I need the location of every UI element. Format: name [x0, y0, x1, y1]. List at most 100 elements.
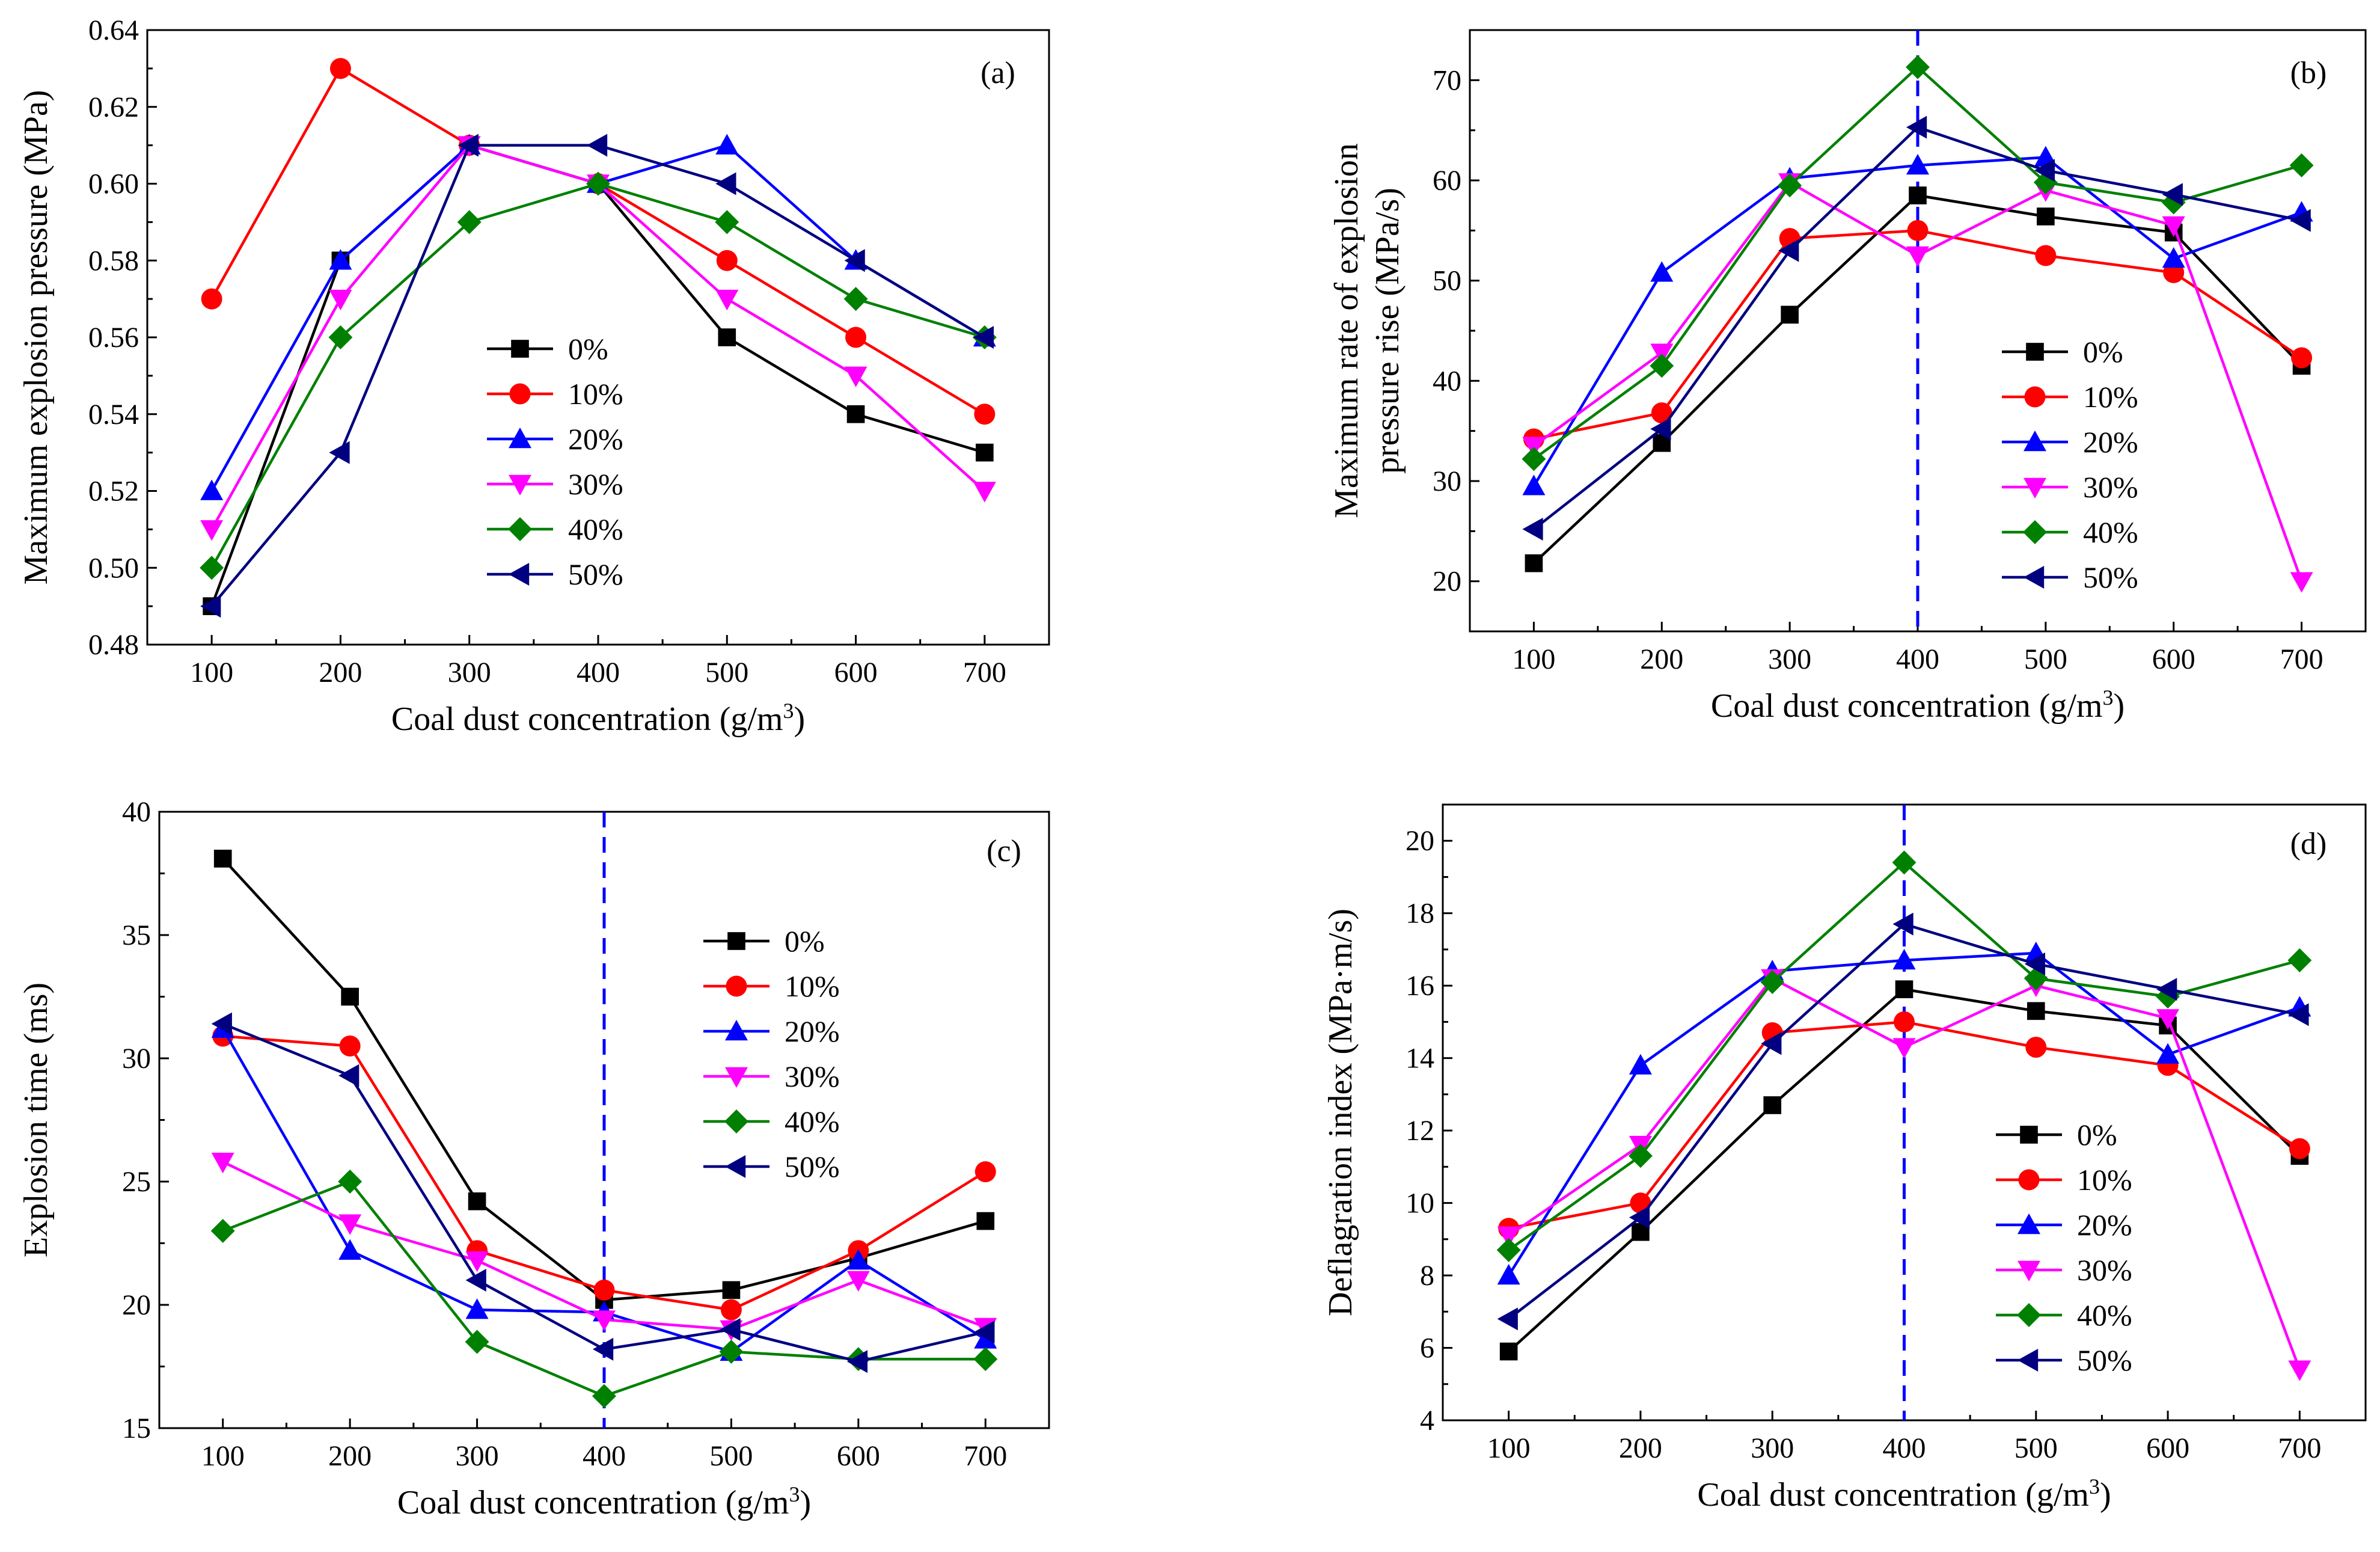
y-tick-label: 20 [122, 1289, 151, 1321]
data-point [1499, 1342, 1518, 1361]
data-point [846, 1350, 868, 1373]
legend-label: 10% [568, 377, 623, 411]
y-tick-label: 0.62 [88, 91, 139, 123]
data-point [976, 1212, 995, 1230]
data-point [457, 210, 482, 235]
legend-marker [2017, 1349, 2039, 1372]
panel-label: (a) [980, 56, 1015, 90]
series-50% [1497, 912, 2309, 1331]
data-point [976, 443, 994, 462]
y-tick-label: 35 [122, 919, 151, 951]
legend-label: 0% [785, 924, 825, 958]
data-point [201, 288, 222, 310]
data-point [587, 133, 608, 157]
legend-marker [2024, 477, 2046, 498]
data-point [2156, 978, 2177, 1001]
data-point [2037, 207, 2055, 225]
legend-marker [509, 383, 531, 405]
legend-label: 0% [568, 332, 608, 366]
y-axis-title: Deflagration index (MPa·m/s) [1322, 909, 1359, 1316]
data-point [1522, 474, 1546, 495]
y-tick-label: 70 [1433, 64, 1461, 96]
x-tick-label: 100 [1487, 1432, 1531, 1464]
data-point [2288, 1003, 2309, 1026]
y-tick-label: 40 [122, 796, 151, 828]
y-tick-label: 8 [1420, 1260, 1434, 1292]
data-point [465, 1251, 489, 1272]
y-tick-label: 15 [122, 1412, 151, 1444]
legend-label: 50% [2077, 1343, 2132, 1377]
data-point [973, 326, 994, 349]
legend: 0% 10% 20% 30% 40% 50% [2002, 335, 2138, 594]
data-point [1763, 1096, 1782, 1114]
data-point [1497, 1226, 1520, 1247]
data-point [2290, 572, 2313, 593]
y-tick-label: 0.48 [88, 629, 139, 661]
legend-marker [2026, 343, 2044, 361]
legend-label: 40% [2083, 515, 2138, 549]
x-tick-label: 600 [2146, 1432, 2189, 1464]
y-tick-label: 20 [1433, 566, 1461, 598]
data-point [2291, 347, 2313, 369]
data-point [1525, 554, 1543, 572]
legend-label: 30% [2083, 470, 2138, 504]
legend: 0% 10% 20% 30% 40% 50% [487, 332, 623, 591]
legend-label: 10% [2083, 380, 2138, 414]
x-tick-label: 600 [2152, 643, 2195, 675]
data-point [457, 133, 479, 157]
data-point [329, 249, 352, 270]
legend-marker [508, 517, 532, 541]
data-point [200, 520, 224, 541]
panel-label: (b) [2290, 56, 2327, 90]
y-tick-label: 18 [1406, 898, 1434, 930]
y-tick-label: 4 [1420, 1405, 1434, 1437]
legend-marker [2017, 1260, 2040, 1281]
legend: 0% 10% 20% 30% 40% 50% [1996, 1118, 2132, 1377]
data-point [843, 287, 868, 311]
legend-label: 10% [2077, 1163, 2132, 1197]
y-axis-title: Maximum explosion pressure (MPa) [17, 90, 55, 585]
x-tick-label: 400 [583, 1440, 626, 1472]
series-50% [211, 1012, 995, 1373]
data-point [2027, 1002, 2045, 1020]
legend-label: 20% [785, 1014, 840, 1048]
data-point [846, 405, 865, 423]
data-point [1781, 305, 1799, 324]
data-point [1894, 1011, 1915, 1032]
legend-label: 40% [2077, 1298, 2132, 1332]
x-tick-label: 200 [1640, 643, 1683, 675]
x-tick-label: 500 [709, 1440, 753, 1472]
data-point [213, 850, 232, 868]
legend-label: 20% [568, 422, 623, 456]
y-tick-label: 50 [1433, 265, 1461, 297]
data-point [1628, 1144, 1653, 1168]
series-line [210, 182, 985, 569]
data-point [200, 479, 224, 500]
y-tick-label: 0.64 [88, 14, 139, 46]
y-tick-label: 6 [1420, 1333, 1434, 1364]
data-point [1497, 1307, 1518, 1331]
legend-label: 20% [2083, 425, 2138, 459]
legend-marker [2024, 431, 2046, 452]
data-point [720, 1299, 742, 1320]
legend-label: 40% [785, 1105, 840, 1138]
y-tick-label: 0.58 [88, 245, 139, 277]
x-axis-title: Coal dust concentration (g/m3) [1711, 686, 2125, 725]
legend-marker [725, 1020, 748, 1041]
data-point [1892, 912, 1913, 936]
y-tick-label: 12 [1406, 1115, 1434, 1147]
data-point [1906, 115, 1927, 139]
chart-panel-b: 100 200 300 400 500 600 700 20 30 40 50 60 70 Coal du… [1328, 29, 2367, 725]
data-point [2025, 1037, 2047, 1058]
data-point [200, 595, 221, 618]
x-tick-label: 200 [1619, 1432, 1662, 1464]
data-point [973, 482, 996, 503]
x-tick-label: 500 [2014, 1432, 2058, 1464]
data-point [2162, 216, 2185, 237]
y-tick-label: 60 [1433, 165, 1461, 197]
data-point [1650, 417, 1671, 441]
y-axis-title: pressure rise (MPa/s) [1369, 188, 1406, 474]
legend-marker [2023, 520, 2047, 544]
legend-marker [511, 340, 529, 358]
data-point [1906, 55, 1930, 79]
